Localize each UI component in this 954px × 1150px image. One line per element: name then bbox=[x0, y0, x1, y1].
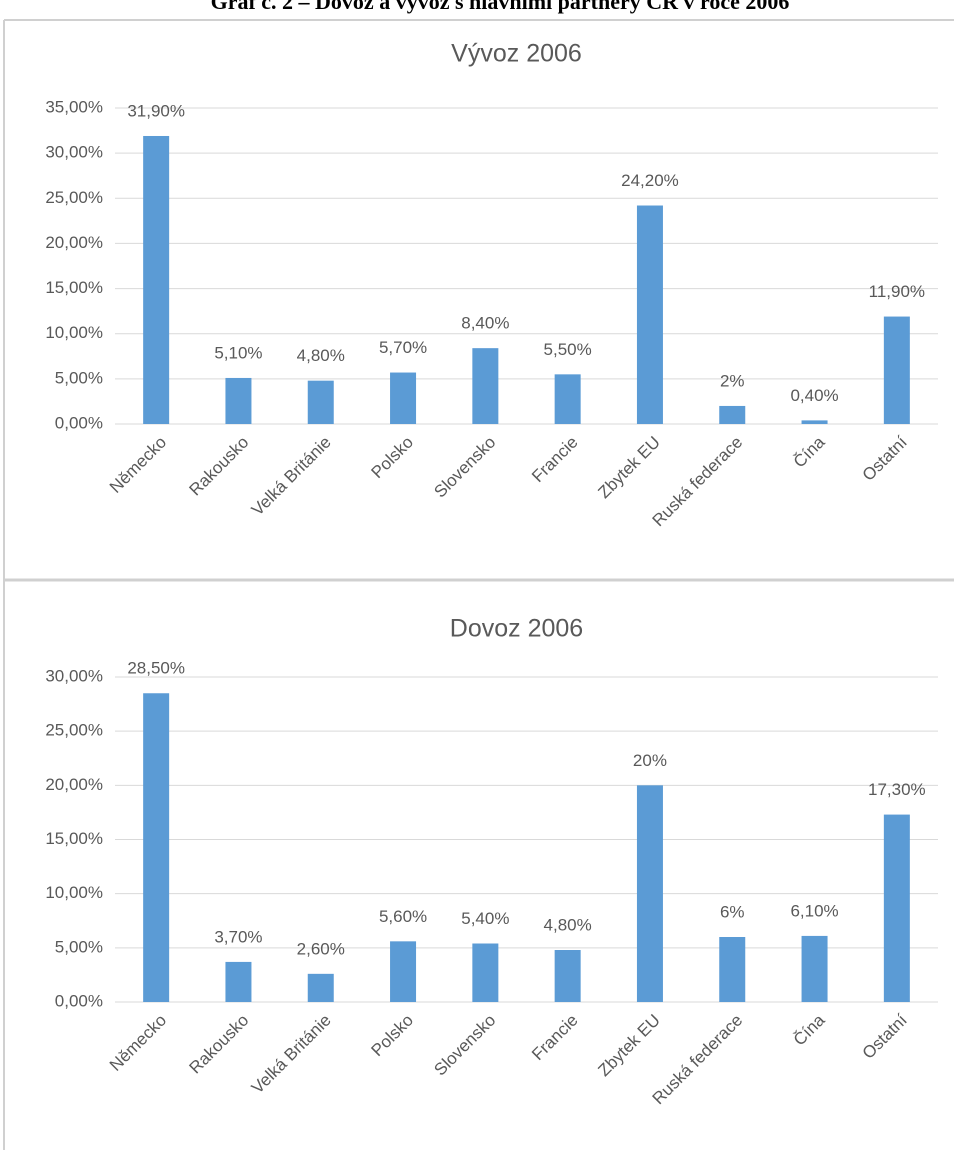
data-label: 5,50% bbox=[544, 340, 592, 359]
data-label: 6,10% bbox=[790, 901, 838, 920]
bar bbox=[143, 693, 170, 1002]
data-label: 17,30% bbox=[868, 780, 926, 799]
x-tick-label: Francie bbox=[528, 1011, 582, 1065]
x-tick-label: Velká Británie bbox=[248, 1011, 335, 1098]
bar bbox=[719, 937, 746, 1002]
bar bbox=[801, 420, 828, 424]
x-tick-label: Čína bbox=[790, 1010, 829, 1049]
x-tick-label: Slovensko bbox=[430, 1011, 499, 1080]
x-tick-label: Ruská federace bbox=[649, 1011, 747, 1109]
y-tick-label: 30,00% bbox=[45, 143, 103, 162]
y-tick-label: 0,00% bbox=[55, 413, 103, 432]
bar bbox=[883, 316, 910, 424]
y-tick-label: 20,00% bbox=[45, 775, 103, 794]
x-tick-label: Francie bbox=[528, 433, 582, 487]
data-label: 5,40% bbox=[461, 909, 509, 928]
data-label: 6% bbox=[720, 902, 745, 921]
bar bbox=[472, 348, 499, 424]
bar bbox=[472, 943, 499, 1002]
data-label: 28,50% bbox=[127, 659, 185, 678]
y-tick-label: 25,00% bbox=[45, 188, 103, 207]
x-tick-label: Rakousko bbox=[186, 433, 253, 500]
x-tick-label: Zbytek EU bbox=[594, 433, 664, 503]
x-tick-label: Německo bbox=[106, 1011, 170, 1075]
data-label: 24,20% bbox=[621, 171, 679, 190]
x-tick-label: Polsko bbox=[368, 433, 418, 483]
heading: Graf č. 2 – Dovoz a vývoz s hlavními par… bbox=[211, 0, 790, 14]
y-tick-label: 30,00% bbox=[45, 666, 103, 685]
bar bbox=[390, 372, 417, 424]
bar bbox=[225, 961, 252, 1002]
x-tick-label: Polsko bbox=[368, 1011, 418, 1061]
x-tick-label: Ruská federace bbox=[649, 433, 747, 531]
x-tick-label: Zbytek EU bbox=[594, 1011, 664, 1081]
x-tick-label: Velká Británie bbox=[248, 433, 335, 520]
data-label: 5,60% bbox=[379, 907, 427, 926]
y-tick-label: 5,00% bbox=[55, 937, 103, 956]
bar bbox=[719, 405, 746, 424]
bar bbox=[307, 973, 334, 1002]
bar bbox=[636, 785, 663, 1002]
data-label: 11,90% bbox=[869, 282, 925, 301]
y-tick-label: 25,00% bbox=[45, 721, 103, 740]
y-tick-label: 20,00% bbox=[45, 233, 103, 252]
data-label: 5,10% bbox=[214, 343, 262, 362]
chart-title: Dovoz 2006 bbox=[450, 615, 583, 643]
data-label: 2,60% bbox=[297, 939, 345, 958]
bar bbox=[390, 941, 417, 1002]
y-tick-label: 10,00% bbox=[45, 883, 103, 902]
data-label: 4,80% bbox=[297, 346, 345, 365]
bar bbox=[554, 374, 581, 424]
data-label: 4,80% bbox=[544, 915, 592, 934]
data-label: 2% bbox=[720, 371, 745, 390]
data-label: 3,70% bbox=[214, 927, 262, 946]
y-tick-label: 10,00% bbox=[45, 323, 103, 342]
data-label: 0,40% bbox=[790, 386, 838, 405]
bar bbox=[307, 380, 334, 424]
x-tick-label: Ostatní bbox=[859, 1010, 911, 1062]
bar bbox=[143, 135, 170, 424]
y-tick-label: 0,00% bbox=[55, 991, 103, 1010]
data-label: 8,40% bbox=[461, 314, 509, 333]
y-tick-label: 5,00% bbox=[55, 368, 103, 387]
y-tick-label: 15,00% bbox=[45, 278, 103, 297]
x-tick-label: Čína bbox=[790, 432, 829, 471]
data-label: 5,70% bbox=[379, 338, 427, 357]
bar bbox=[801, 935, 828, 1002]
bar bbox=[636, 205, 663, 424]
y-tick-label: 35,00% bbox=[45, 97, 103, 116]
data-label: 31,90% bbox=[127, 101, 185, 120]
bar bbox=[554, 950, 581, 1002]
y-tick-label: 15,00% bbox=[45, 829, 103, 848]
x-tick-label: Slovensko bbox=[430, 433, 499, 502]
x-tick-label: Ostatní bbox=[859, 432, 911, 484]
bar bbox=[883, 814, 910, 1002]
bar bbox=[225, 377, 252, 424]
chart-title: Vývoz 2006 bbox=[451, 40, 582, 68]
x-tick-label: Rakousko bbox=[186, 1011, 253, 1078]
data-label: 20% bbox=[633, 751, 667, 770]
x-tick-label: Německo bbox=[106, 433, 170, 497]
